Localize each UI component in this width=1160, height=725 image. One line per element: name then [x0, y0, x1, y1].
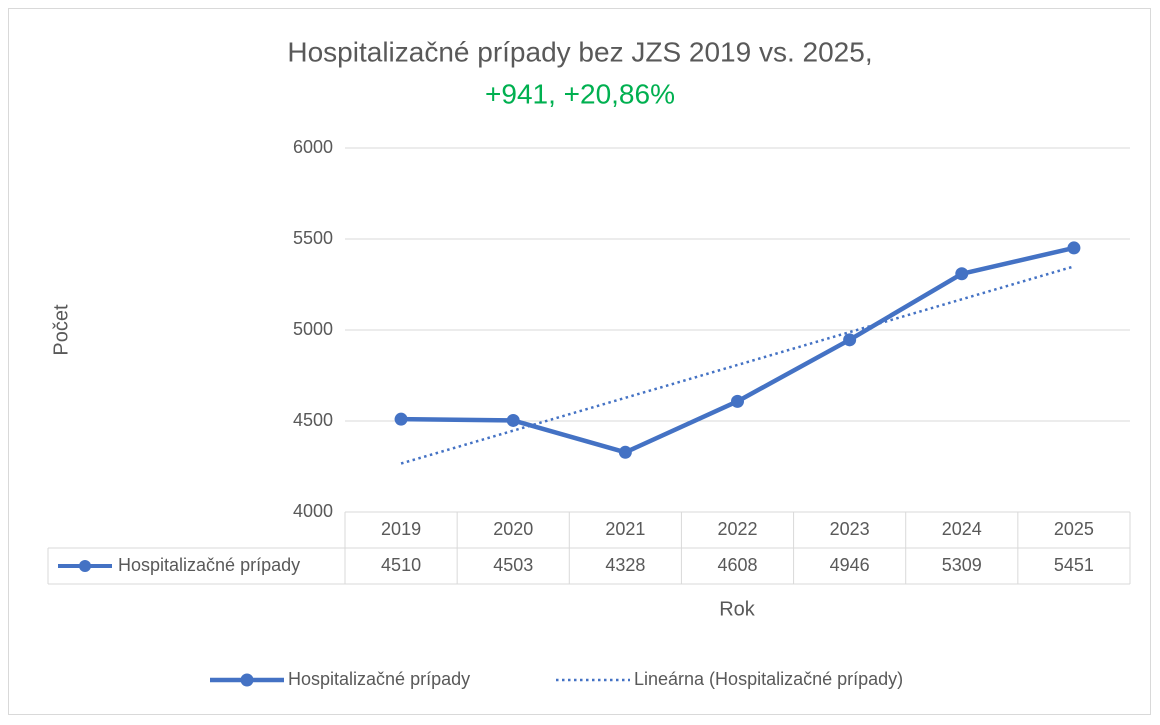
x-axis-label: Rok [719, 598, 756, 620]
table-legend-marker [79, 560, 91, 572]
y-tick-label: 4000 [293, 501, 333, 521]
table-value: 4503 [493, 555, 533, 575]
legend-label: Hospitalizačné prípady [288, 669, 470, 689]
y-axis-label: Počet [50, 304, 72, 356]
table-value: 4608 [717, 555, 757, 575]
y-tick-label: 5500 [293, 228, 333, 248]
data-point [731, 394, 744, 408]
chart-title: Hospitalizačné prípady bez JZS 2019 vs. … [287, 36, 872, 67]
trendline [400, 265, 1075, 465]
chart-border [8, 8, 1151, 715]
x-tick-label: 2024 [942, 519, 982, 539]
table-row-header: Hospitalizačné prípady [118, 555, 300, 575]
x-tick-label: 2022 [717, 519, 757, 539]
y-tick-label: 6000 [293, 137, 333, 157]
y-tick-label: 4500 [293, 410, 333, 430]
x-tick-label: 2020 [493, 519, 533, 539]
legend-marker [240, 673, 254, 687]
data-point [955, 267, 969, 281]
data-point [618, 445, 632, 459]
x-tick-label: 2023 [830, 519, 870, 539]
data-point [843, 333, 857, 347]
chart-subtitle: +941, +20,86% [485, 78, 675, 109]
table-value: 4510 [381, 555, 421, 575]
legend-label: Lineárna (Hospitalizačné prípady) [634, 669, 903, 689]
data-point [1067, 241, 1081, 255]
x-tick-label: 2021 [605, 519, 645, 539]
table-value: 5451 [1054, 555, 1094, 575]
table-value: 5309 [942, 555, 982, 575]
data-point [394, 412, 408, 426]
y-tick-label: 5000 [293, 319, 333, 339]
table-value: 4946 [830, 555, 870, 575]
data-point [506, 413, 520, 427]
x-tick-label: 2025 [1054, 519, 1094, 539]
x-tick-label: 2019 [381, 519, 421, 539]
table-value: 4328 [605, 555, 645, 575]
